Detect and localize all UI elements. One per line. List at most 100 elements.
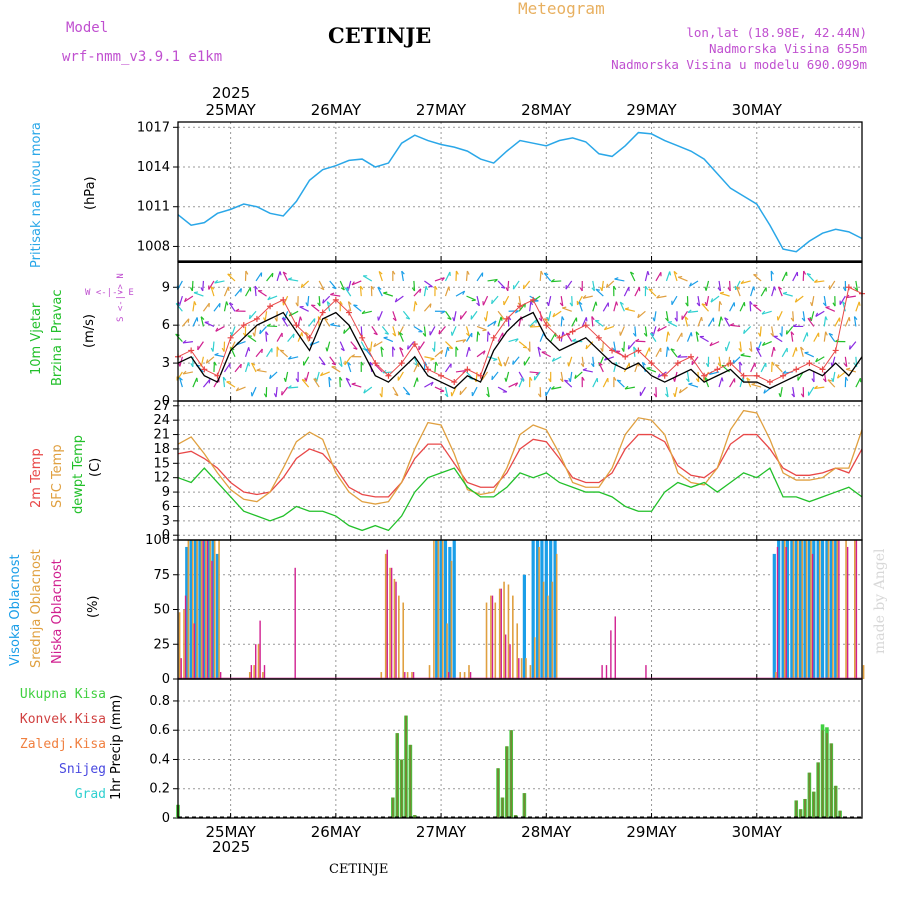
- cloud-mid-bar: [498, 588, 501, 679]
- wind-barb-head: [645, 285, 649, 290]
- wind-barb: [543, 318, 552, 327]
- wind-barb: [202, 302, 210, 312]
- wind-barb: [571, 317, 577, 327]
- wind-barb: [476, 331, 479, 342]
- temp-2m-line: [177, 433, 863, 498]
- wind-barb-head: [462, 290, 466, 295]
- wind-barb-head: [806, 332, 809, 337]
- wind-barb-head: [362, 347, 367, 351]
- wind-barb-head: [807, 317, 812, 321]
- wind-barb: [465, 326, 470, 337]
- wind-barb: [552, 310, 562, 318]
- wind-barb: [347, 301, 352, 312]
- wind-barb-head: [247, 362, 250, 367]
- wind-barb: [418, 341, 425, 351]
- wind-gust-marker: [411, 341, 418, 348]
- cloud-high-bar: [803, 540, 807, 679]
- cloud-mid-bar: [178, 612, 181, 679]
- wind-barb: [762, 341, 772, 347]
- wind-barb-head: [720, 316, 723, 321]
- wind-barb-head: [299, 316, 303, 321]
- wind-barb-head: [379, 393, 383, 398]
- temp-ytick-label: 18: [153, 442, 170, 457]
- wind-barb: [730, 324, 741, 328]
- wind-barb: [491, 371, 499, 381]
- cloud-low-bar: [846, 546, 849, 679]
- wind-barb: [701, 303, 709, 312]
- wind-barb-head: [617, 379, 622, 382]
- wind-barb: [471, 386, 478, 397]
- product-title: Meteogram: [518, 0, 605, 18]
- wind-barb: [347, 362, 352, 373]
- wind-barb: [564, 379, 573, 388]
- wind-barb: [709, 341, 720, 347]
- wind-barb: [487, 356, 498, 360]
- wind-gust-marker: [832, 347, 839, 354]
- cloud-mid-bar: [832, 540, 834, 679]
- wind-barb-head: [283, 377, 287, 382]
- wind-gust-marker: [556, 334, 563, 341]
- wind-barb: [718, 301, 721, 312]
- wind-barb: [656, 295, 667, 299]
- precip-convective-bar: [396, 733, 399, 818]
- wind-barb: [595, 288, 604, 297]
- precip-convective-bar: [405, 715, 407, 818]
- wind-barb-head: [657, 373, 661, 378]
- wind-barb-head: [559, 378, 564, 383]
- temp-ytick-label: 21: [153, 428, 170, 443]
- temp-sfc-line: [177, 409, 863, 505]
- cloud-ytick-label: 25: [153, 637, 170, 652]
- wind-barb-head: [351, 382, 356, 385]
- wind-barb: [227, 273, 236, 282]
- wind-barb: [231, 326, 236, 337]
- cloud-mid-bar: [503, 581, 505, 679]
- wind-barb: [476, 350, 486, 358]
- cloud-mid-bar: [818, 540, 821, 679]
- wind-barb-head: [551, 385, 555, 390]
- wind-barb: [424, 356, 435, 360]
- wind-barb: [827, 379, 836, 388]
- wind-barb-head: [235, 387, 240, 392]
- wind-barb-head: [498, 363, 503, 367]
- cloud-high-bar: [189, 540, 193, 679]
- wind-barb: [624, 386, 635, 390]
- wind-barb: [644, 347, 650, 358]
- wind-barb-head: [770, 332, 774, 337]
- wind-barb-head: [361, 310, 366, 314]
- wind-barb-head: [344, 287, 350, 291]
- wind-barb: [653, 311, 657, 322]
- wind-barb-head: [614, 277, 619, 280]
- wind-barb-head: [259, 329, 262, 334]
- wind-barb: [413, 377, 418, 388]
- pressure-ytick-label: 1011: [137, 200, 170, 215]
- wind-barb: [402, 386, 411, 396]
- cloud-low-bar: [855, 540, 858, 679]
- wind-barb: [254, 286, 257, 297]
- precip-convective-bar: [501, 797, 504, 818]
- wind-barb-head: [785, 330, 788, 335]
- wind-barb: [855, 377, 861, 388]
- wind-barb: [718, 356, 722, 367]
- wind-barb: [497, 310, 505, 320]
- wind-barb-head: [309, 341, 313, 346]
- wind-barb-head: [822, 378, 827, 383]
- wind-barb-head: [281, 317, 287, 321]
- cloud-mid-bar: [402, 602, 405, 679]
- wind-barb-head: [595, 288, 600, 291]
- cloud-mid-bar: [380, 672, 383, 679]
- wind-barb-head: [739, 361, 743, 366]
- wind-barb: [344, 287, 352, 297]
- wind-barb: [344, 356, 352, 366]
- wind-barb: [792, 347, 797, 357]
- footer-station: CETINJE: [329, 862, 389, 877]
- wind-barb-head: [537, 393, 542, 398]
- wind-barb: [616, 379, 625, 388]
- wind-barb-head: [550, 278, 555, 283]
- wind-barb-head: [529, 376, 533, 381]
- cloud-high-bar: [198, 540, 202, 679]
- wind-barb-head: [205, 359, 209, 364]
- wind-barb-head: [562, 306, 567, 309]
- wind-barb: [688, 383, 699, 388]
- wind-barb: [214, 280, 225, 284]
- wind-barb-head: [719, 301, 723, 306]
